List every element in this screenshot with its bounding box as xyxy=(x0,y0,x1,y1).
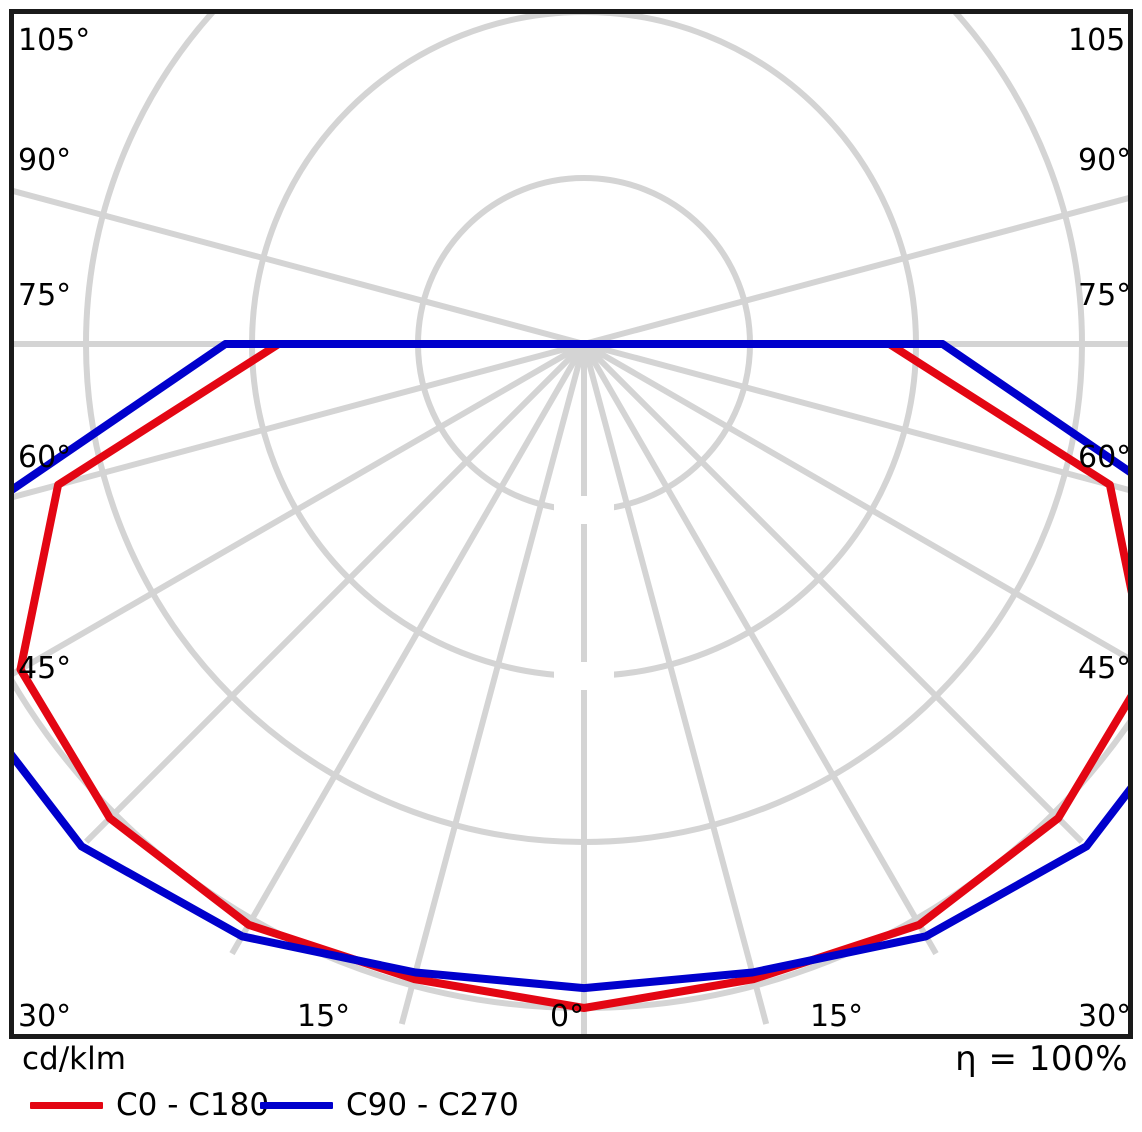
legend-label-c90-c270: C90 - C270 xyxy=(346,1086,519,1123)
grid-spoke-30 xyxy=(581,342,939,956)
grid-spoke--30 xyxy=(229,342,587,956)
axis-label-bottom-1: 0° xyxy=(550,999,585,1034)
axis-label-right-0: 105° xyxy=(1068,23,1128,58)
plot-frame: 105° 90° 75° 60° 45° 30° 105° 90° 75° 60° 45° 30° 15… xyxy=(9,9,1133,1039)
legend-swatch-red xyxy=(30,1101,103,1109)
unit-label: cd/klm xyxy=(22,1041,126,1077)
axis-label-bottom-0: 15° xyxy=(297,999,351,1034)
grid-spoke-45 xyxy=(581,341,1084,844)
grid-spoke-75 xyxy=(583,341,1128,493)
legend: cd/klm η = 100% C0 - C180 C90 - C270 xyxy=(0,1040,1142,1132)
grid-spoke--45 xyxy=(84,341,587,844)
curve-c0-c180 xyxy=(16,340,1128,1012)
axis-label-left-2: 75° xyxy=(18,278,72,313)
legend-label-c0-c180: C0 - C180 xyxy=(116,1086,270,1123)
legend-swatch-blue xyxy=(260,1101,333,1109)
polar-grid xyxy=(14,14,1128,1034)
grid-spoke-15 xyxy=(581,343,770,1025)
legend-entry-c0-c180[interactable]: C0 - C180 xyxy=(30,1088,269,1122)
polar-grid-and-curves xyxy=(14,14,1128,1034)
axis-label-right-3: 60° xyxy=(1078,440,1132,475)
axis-label-right-4: 45° xyxy=(1078,651,1132,686)
grid-spoke--60 xyxy=(14,341,586,677)
ring-label-gap xyxy=(554,662,614,690)
axis-label-left-1: 90° xyxy=(18,143,72,178)
axis-label-right-5: 30° xyxy=(1078,999,1132,1034)
grid-spoke-60 xyxy=(582,341,1128,662)
grid-spoke--15 xyxy=(398,343,587,1025)
axis-label-left-5: 30° xyxy=(18,999,72,1034)
ring-label-gap xyxy=(554,496,614,524)
axis-label-left-3: 60° xyxy=(18,440,72,475)
efficiency-label: η = 100% xyxy=(955,1039,1128,1079)
axis-label-right-2: 75° xyxy=(1078,278,1132,313)
legend-entry-c90-c270[interactable]: C90 - C270 xyxy=(260,1088,519,1122)
grid-spoke--105 xyxy=(14,188,585,347)
curve-c90-c270 xyxy=(14,340,1128,993)
axis-label-right-1: 90° xyxy=(1078,143,1132,178)
axis-label-left-0: 105° xyxy=(18,23,91,58)
axis-label-bottom-2: 15° xyxy=(810,999,864,1034)
distribution-curves xyxy=(14,340,1128,1012)
axis-label-left-4: 45° xyxy=(18,651,72,686)
grid-spoke--75 xyxy=(14,341,585,500)
grid-spoke-105 xyxy=(583,195,1128,347)
